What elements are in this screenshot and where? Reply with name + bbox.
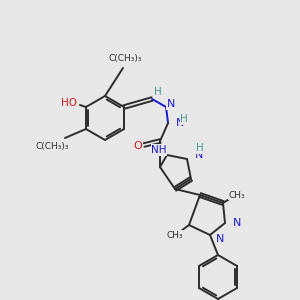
Text: O: O bbox=[134, 141, 142, 151]
Text: N: N bbox=[176, 118, 184, 128]
Text: CH₃: CH₃ bbox=[167, 230, 183, 239]
Text: HO: HO bbox=[61, 98, 77, 108]
Text: N: N bbox=[233, 218, 242, 228]
Text: C(CH₃)₃: C(CH₃)₃ bbox=[108, 55, 142, 64]
Text: NH: NH bbox=[151, 145, 167, 155]
Text: N: N bbox=[167, 99, 175, 109]
Text: H: H bbox=[180, 114, 188, 124]
Text: N: N bbox=[216, 234, 224, 244]
Text: N: N bbox=[195, 150, 203, 160]
Text: C(CH₃)₃: C(CH₃)₃ bbox=[35, 142, 69, 151]
Text: CH₃: CH₃ bbox=[229, 190, 245, 200]
Text: H: H bbox=[196, 143, 204, 153]
Text: H: H bbox=[154, 87, 162, 97]
